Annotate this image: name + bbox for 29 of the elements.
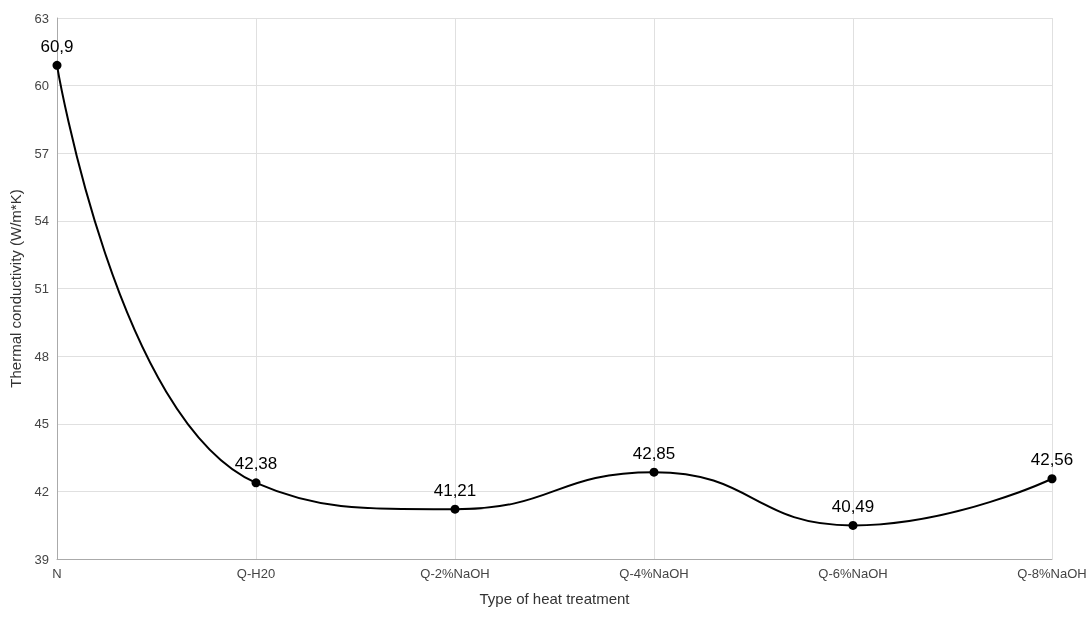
y-tick-label: 57	[34, 145, 49, 161]
y-tick-label: 45	[34, 416, 49, 432]
y-tick-label: 51	[34, 281, 49, 296]
y-tick-label: 63	[34, 10, 49, 26]
y-tick-label: 60	[34, 78, 49, 94]
point	[450, 504, 460, 514]
x-tick-label: Q-2%NaOH	[420, 566, 490, 581]
point	[848, 520, 858, 530]
data-label: 60,9	[40, 36, 74, 56]
y-tick-label: 39	[34, 551, 49, 567]
x-tick-label: Q-H20	[236, 566, 276, 581]
x-tick-label: Q-6%NaOH	[818, 566, 888, 581]
y-tick-label: 42	[34, 483, 49, 499]
data-label: 42,38	[234, 454, 278, 474]
y-tick-label: 48	[34, 348, 49, 364]
point	[52, 60, 62, 70]
y-axis-title: Thermal conductivity (W/m*K)	[7, 189, 24, 388]
data-label: 40,49	[831, 496, 875, 516]
data-label: 42,56	[1030, 450, 1074, 470]
point	[649, 467, 659, 477]
x-axis-title: Type of heat treatment	[479, 590, 631, 607]
data-label: 42,85	[632, 443, 676, 463]
x-tick-label: N	[52, 566, 62, 581]
y-tick-label: 54	[34, 213, 49, 229]
point	[251, 478, 261, 488]
x-tick-label: Q-8%NaOH	[1017, 566, 1087, 581]
x-tick-label: Q-4%NaOH	[619, 566, 689, 581]
point	[1047, 474, 1057, 484]
data-label: 41,21	[433, 480, 477, 500]
